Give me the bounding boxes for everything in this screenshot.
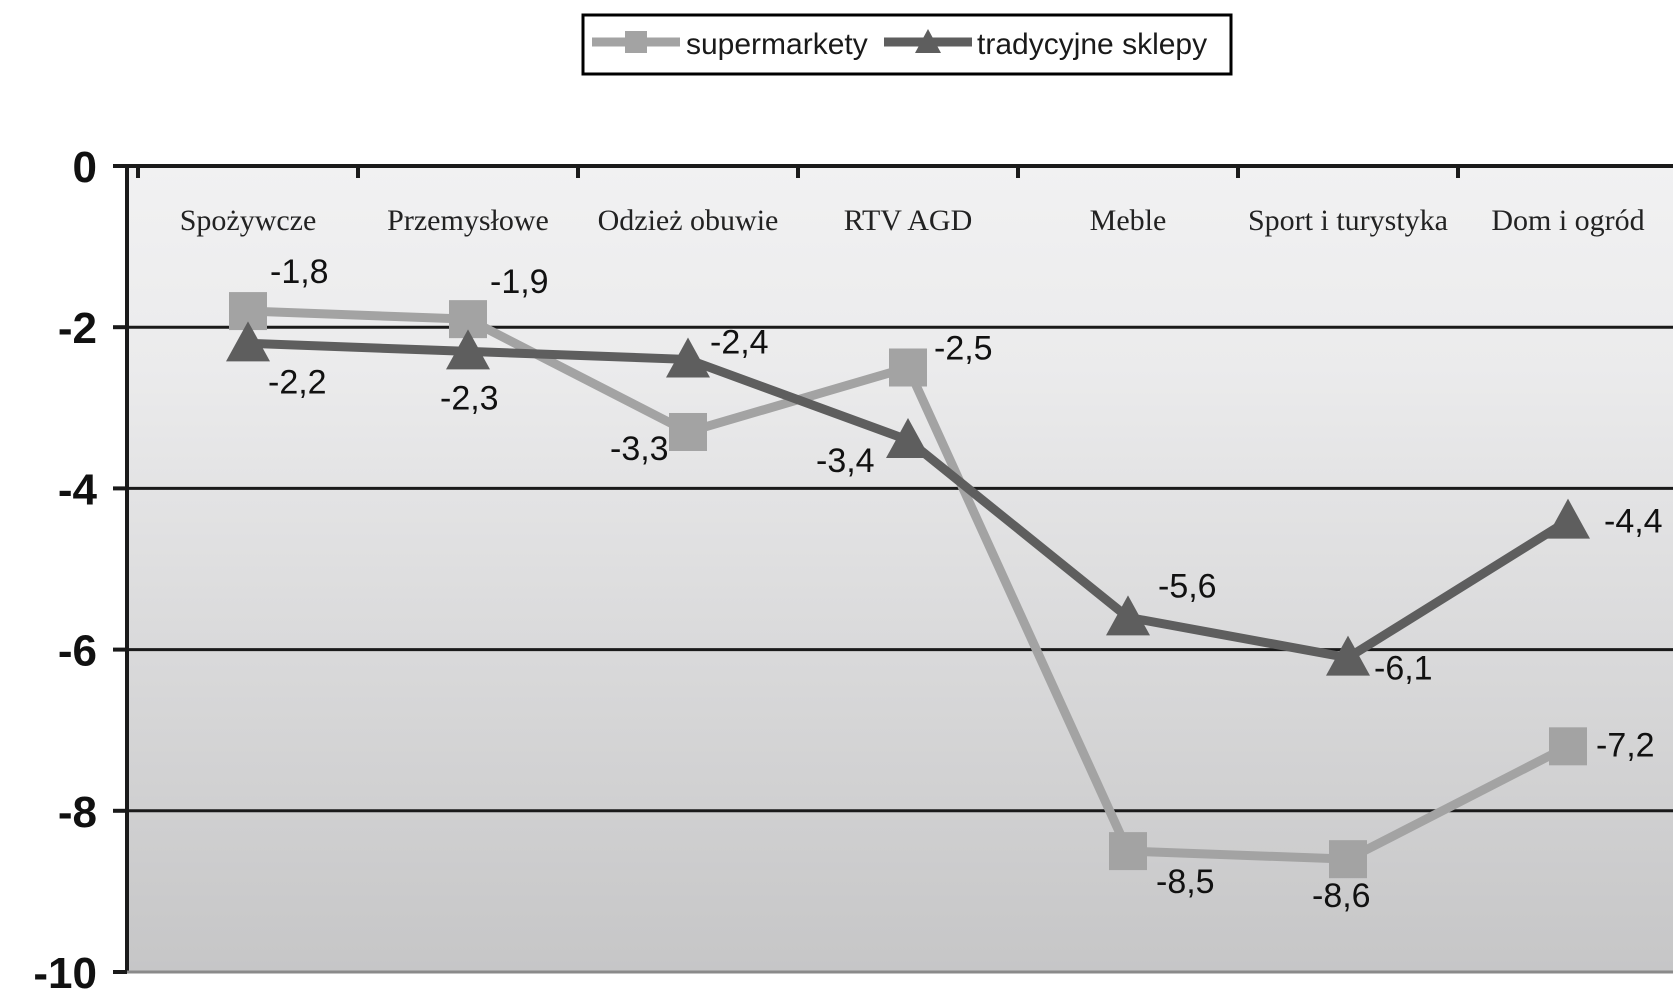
category-label-spozywcze: Spożywcze bbox=[180, 204, 317, 237]
data-point bbox=[1109, 832, 1147, 871]
data-label: -2,2 bbox=[268, 363, 327, 401]
category-label-rtv-agd: RTV AGD bbox=[844, 204, 973, 237]
data-label: -5,6 bbox=[1158, 567, 1217, 605]
y-tick-label: -6 bbox=[58, 627, 97, 676]
y-tick-label: -4 bbox=[58, 465, 98, 514]
data-point bbox=[1329, 840, 1367, 879]
data-label: -1,8 bbox=[270, 253, 329, 291]
legend-label: tradycyjne sklepy bbox=[977, 28, 1207, 61]
data-label: -4,4 bbox=[1604, 503, 1663, 541]
data-point bbox=[446, 329, 490, 370]
legend-label: supermarkety bbox=[686, 28, 868, 61]
data-point bbox=[1106, 595, 1150, 636]
category-label-meble: Meble bbox=[1090, 204, 1167, 237]
data-point bbox=[669, 412, 707, 451]
category-label-dom-i-ogrod: Dom i ogród bbox=[1491, 204, 1644, 237]
data-label: -8,6 bbox=[1312, 877, 1371, 915]
y-tick-label: -10 bbox=[33, 949, 97, 998]
data-label: -6,1 bbox=[1374, 650, 1433, 688]
data-label: -7,2 bbox=[1596, 726, 1655, 764]
category-label-odziez-obuwie: Odzież obuwie bbox=[598, 204, 779, 237]
y-tick-label: 0 bbox=[73, 143, 97, 192]
series-group bbox=[226, 292, 1590, 879]
legend-item-supermarkety: supermarkety bbox=[592, 28, 868, 61]
data-label: -2,4 bbox=[710, 323, 769, 361]
axes bbox=[125, 164, 1673, 974]
data-point bbox=[886, 418, 930, 459]
legend-marker-square-icon bbox=[625, 31, 647, 53]
data-point bbox=[226, 321, 270, 362]
data-label: -8,5 bbox=[1156, 863, 1215, 901]
data-label: -2,5 bbox=[934, 330, 993, 368]
data-point bbox=[666, 337, 710, 378]
data-label: -3,3 bbox=[610, 430, 669, 468]
data-point bbox=[1326, 635, 1370, 676]
data-point bbox=[1549, 727, 1587, 766]
category-label-przemyslowe: Przemysłowe bbox=[387, 204, 549, 237]
data-point bbox=[1546, 498, 1590, 539]
legend-marker-triangle-icon bbox=[915, 29, 941, 53]
x-axis-category-labels: Spożywcze Przemysłowe Odzież obuwie RTV AGD… bbox=[180, 204, 1645, 237]
legend-item-tradycyjne-sklepy: tradycyjne sklepy bbox=[884, 28, 1207, 61]
gridlines bbox=[113, 164, 1673, 974]
chart-legend: supermarkety tradycyjne sklepy bbox=[581, 13, 1233, 76]
y-axis-tick-labels: 0 -2 -4 -6 -8 -10 bbox=[33, 143, 97, 998]
y-tick-label: -2 bbox=[58, 304, 97, 353]
category-label-sport-i-turystyka: Sport i turystyka bbox=[1248, 204, 1448, 237]
data-point bbox=[889, 348, 927, 387]
data-label: -2,3 bbox=[440, 379, 499, 417]
data-label: -3,4 bbox=[816, 442, 875, 480]
series-tradycyjne-sklepy bbox=[226, 321, 1590, 676]
y-tick-label: -8 bbox=[58, 788, 97, 837]
plot-area bbox=[127, 166, 1673, 972]
data-labels-group: -1,8 -1,9 -3,3 -2,5 -8,5 -8,6 -7,2 -2,2 -2,3 -2,4… bbox=[268, 253, 1663, 915]
data-label: -1,9 bbox=[490, 263, 549, 301]
